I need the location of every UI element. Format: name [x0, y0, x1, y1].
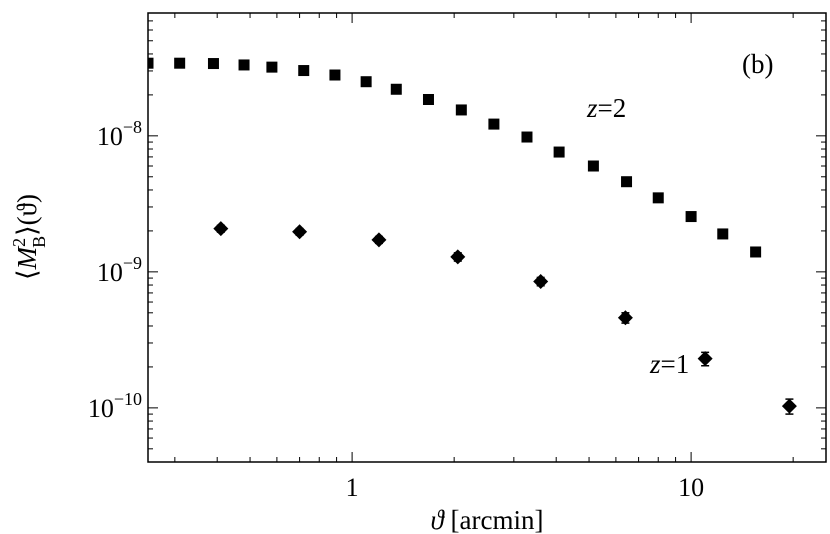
data-point-z1	[697, 351, 713, 367]
x-tick-label: 10	[678, 473, 704, 502]
y-tick-label: 10−8	[97, 117, 142, 151]
data-point-z2	[238, 59, 250, 71]
data-point-z2	[174, 57, 186, 69]
data-point-z2	[455, 104, 467, 116]
data-point-z2	[685, 211, 697, 223]
data-point-z2	[329, 69, 341, 81]
plot-frame	[147, 12, 827, 463]
data-point-z1	[292, 224, 308, 240]
data-point-z1	[781, 398, 797, 414]
series-label-z2: z=2	[586, 93, 626, 123]
tick-labels: 1 10 10−8 10−9 10−10	[88, 117, 704, 502]
data-point-z2	[717, 228, 729, 240]
y-tick-label: 10−10	[88, 389, 142, 423]
data-point-z2	[652, 192, 664, 204]
data-point-z2	[298, 65, 310, 77]
data-point-z2	[750, 246, 762, 258]
data-point-z1	[617, 310, 633, 326]
data-point-z2	[390, 83, 402, 95]
data-point-z2	[266, 61, 278, 73]
data-point-z2	[488, 118, 500, 130]
data-point-z1	[533, 273, 549, 289]
data-point-z2	[422, 93, 434, 105]
data-point-z2	[207, 58, 219, 70]
axis-ticks	[148, 12, 826, 463]
x-axis-label: ϑ [arcmin]	[431, 505, 544, 534]
data-point-z2	[148, 57, 154, 69]
data-point-z2	[621, 176, 633, 188]
data-marks	[148, 57, 797, 415]
panel-label: (b)	[742, 49, 773, 79]
y-tick-label: 10−9	[97, 253, 142, 287]
data-point-z2	[553, 146, 565, 158]
data-point-z2	[360, 76, 372, 88]
y-axis-label: ⟨M2B⟩(ϑ)	[9, 194, 49, 280]
data-point-z1	[213, 221, 229, 237]
x-tick-label: 1	[346, 473, 359, 502]
data-point-z1	[371, 232, 387, 248]
series-label-z1: z=1	[649, 349, 689, 379]
data-point-z2	[587, 160, 599, 172]
data-point-z1	[450, 249, 466, 265]
data-point-z2	[521, 131, 533, 143]
